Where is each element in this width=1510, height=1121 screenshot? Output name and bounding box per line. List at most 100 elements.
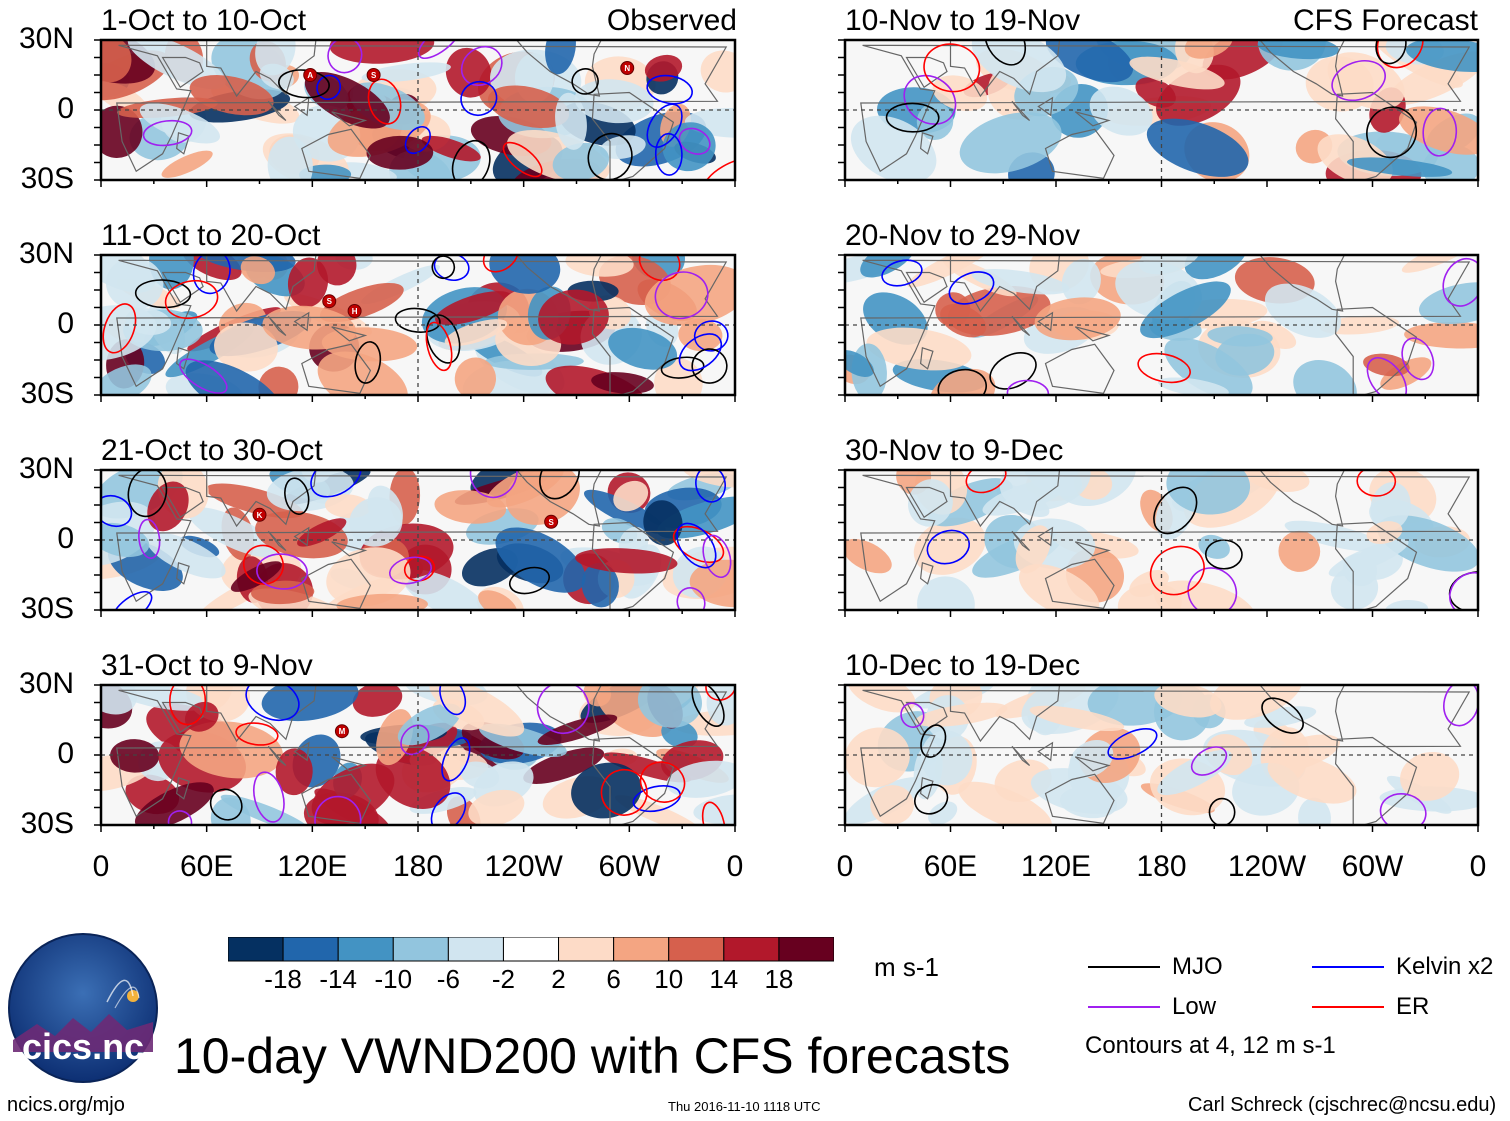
anomaly-blob [1251,320,1297,349]
storm-label: S [327,297,333,306]
anomaly-blob [959,112,1062,174]
contour-line [1366,357,1408,395]
x-tick-label: 180 [1136,850,1187,883]
contour-line [691,685,725,727]
anomaly-blob [1267,754,1357,804]
contour-line [235,722,279,746]
footer-url[interactable]: ncics.org/mjo [7,1094,125,1116]
contour-line [316,74,342,101]
land-outline [267,530,287,551]
map-panel [838,253,1480,402]
land-outline [1074,541,1111,557]
land-outline [161,56,204,89]
land-outline [591,91,675,180]
land-outline [331,111,368,127]
contour-line [1149,545,1205,596]
land-outline [919,346,934,370]
anomaly-blob [545,40,576,75]
legend-label: Low [1172,993,1217,1020]
contour-line [587,132,633,180]
anomaly-blob [1210,685,1303,720]
anomaly-blob [460,761,500,789]
contour-line [242,544,285,585]
contour-line [1137,352,1191,384]
x-tick-label: 120E [1020,850,1092,883]
anomaly-blob [429,685,525,737]
land-outline [301,128,372,179]
anomaly-blob [335,162,397,180]
legend-label: MJO [1172,953,1223,980]
contour-line [310,470,362,498]
colorbar [228,937,834,962]
contour-line [433,255,470,282]
x-tick-label: 120W [484,850,563,883]
anomaly-blob [644,54,683,82]
land-outline [301,343,372,394]
footer-credit[interactable]: Carl Schreck (cjschrec@ncsu.edu) [1188,1094,1497,1116]
land-outline [515,685,602,742]
contour-line [256,553,308,590]
panel-title: 11-Oct to 20-Oct [101,219,321,252]
colorbar-label: -18 [264,964,302,994]
anomaly-blob [125,308,172,335]
anomaly-blob [552,142,610,180]
anomaly-blob [1418,282,1478,324]
land-outline [1259,40,1346,97]
land-outline [176,346,190,370]
map-panel: M [94,683,737,832]
x-tick-label: 60E [923,850,978,883]
storm-label: K [257,511,263,520]
land-outline [161,271,204,304]
anomaly-blob [179,721,283,779]
contour-line [914,783,949,815]
land-outline [206,255,317,313]
anomaly-blob [127,40,226,90]
anomaly-blob [262,305,357,350]
contour-line [460,45,503,87]
contour-line [989,351,1037,390]
contour-line [654,132,683,176]
panel-title: 30-Nov to 9-Dec [845,434,1064,467]
y-tick-label: 30N [18,452,74,485]
anomaly-blob [275,748,313,796]
contour-line [102,303,137,354]
map-panel [838,38,1480,187]
anomaly-blob [913,517,986,575]
anomaly-blob [860,255,916,278]
anomaly-blob [1089,86,1153,136]
anomaly-blob [1400,751,1460,801]
anomaly-blob [105,257,164,310]
anomaly-blob [240,256,276,285]
y-tick-label: 30S [20,377,74,410]
contour-line [937,368,987,395]
storm-marker [544,514,559,529]
anomaly-blob [644,264,735,326]
land-outline [1037,311,1054,332]
anomaly-blob [329,40,435,64]
anomaly-blob [907,479,953,527]
contour-line [245,685,300,722]
storm-marker [620,61,635,75]
land-outline [267,315,287,336]
contour-line [169,685,207,726]
anomaly-blob [495,527,586,593]
contour-line [1356,470,1397,497]
anomaly-blob [444,319,508,347]
land-outline [1074,111,1111,127]
land-outline [1334,306,1418,395]
anomaly-blob [700,50,735,93]
land-outline [1044,773,1115,824]
land-outline [301,558,372,609]
contour-line [394,307,441,333]
contour-line [1107,727,1158,760]
anomaly-blob [230,561,282,592]
legend-swatch [1088,1006,1160,1008]
colorbar-units: m s-1 [874,952,939,982]
contour-line [881,259,923,287]
contour-line [1442,257,1478,307]
colorbar-label: -6 [436,964,460,994]
contour-line [701,801,726,825]
anomaly-blob [545,365,647,395]
land-outline [161,701,204,734]
